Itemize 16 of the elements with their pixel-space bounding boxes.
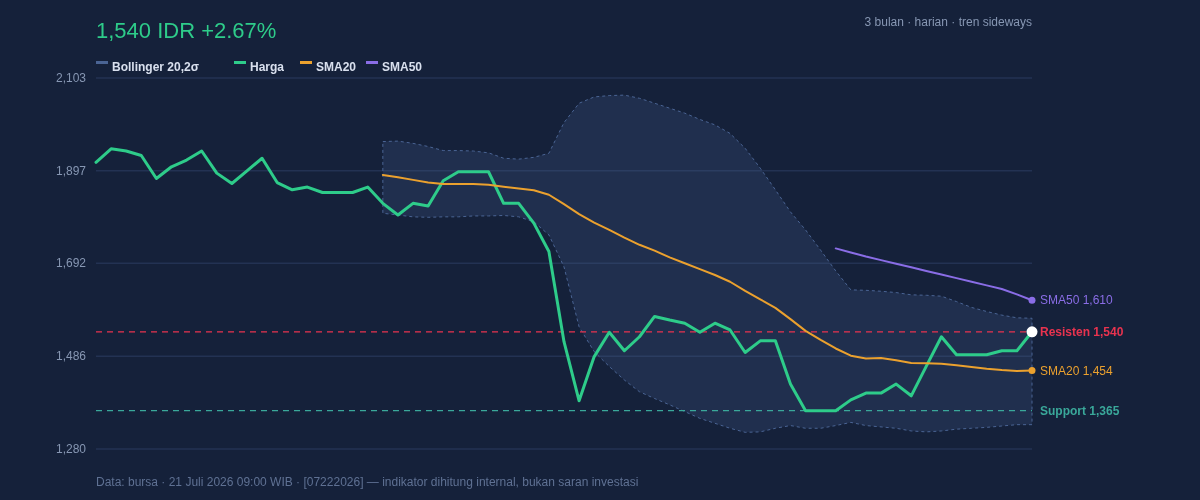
legend-label: Bollinger 20,2σ [112, 60, 199, 75]
ref-line-label: Resisten 1,540 [1040, 324, 1124, 339]
text: SMA50 1,610 [1040, 293, 1114, 308]
legend-label: SMA50 [382, 60, 423, 75]
text: Data: bursa · 21 Juli 2026 09:00 WIB · [07222026] — indikator dihitung internal, bukan saran investasi [96, 475, 639, 489]
legend-label: SMA20 [316, 60, 357, 75]
ref-line-label: Support 1,365 [1040, 403, 1120, 418]
y-tick-label: 1,692 [55, 256, 87, 271]
y-tick-label: 1,897 [55, 164, 87, 179]
text: 3 bulan · harian · tren sideways [864, 15, 1032, 29]
y-tick-label: 1,486 [55, 349, 87, 364]
y-tick-label: 2,103 [55, 71, 87, 86]
y-tick-label: 1,280 [55, 442, 87, 457]
text: SMA20 1,454 [1040, 363, 1114, 378]
legend-label: Harga [250, 60, 285, 75]
chart-subtitle: 1,540 IDR +2.67% [96, 18, 277, 43]
